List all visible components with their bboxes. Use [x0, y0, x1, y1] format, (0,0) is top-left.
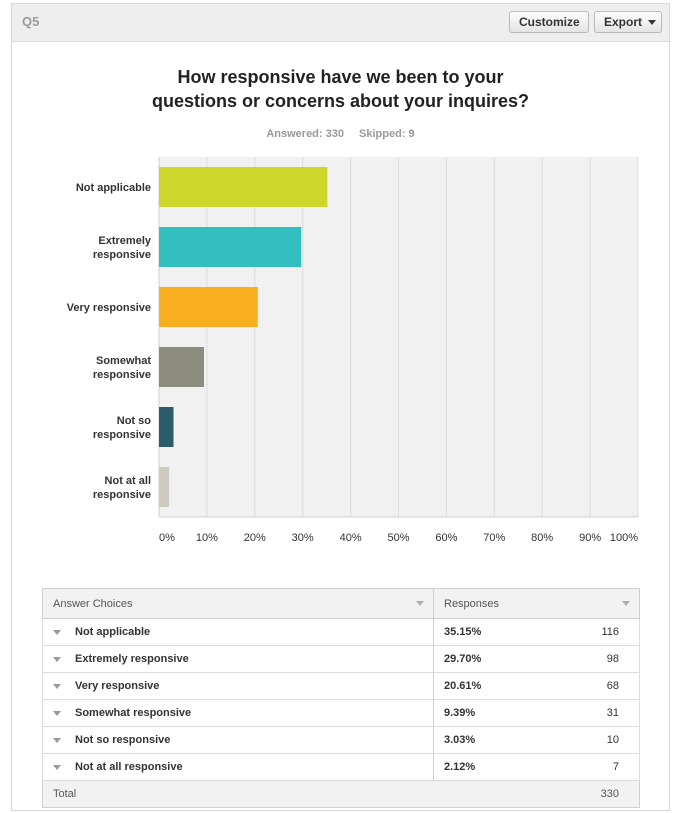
response-percent: 3.03%	[433, 726, 537, 754]
sort-arrow-icon	[622, 601, 630, 606]
category-label: responsive	[93, 489, 151, 501]
customize-button[interactable]: Customize	[509, 11, 589, 33]
answer-choice-cell[interactable]: Not at all responsive	[42, 753, 434, 781]
category-label: Somewhat	[96, 355, 151, 367]
answer-choice-cell[interactable]: Extremely responsive	[42, 645, 434, 673]
response-percent: 35.15%	[433, 618, 537, 646]
answered-count: Answered: 330	[266, 128, 344, 140]
category-label: responsive	[93, 369, 151, 381]
question-number: Q5	[22, 14, 40, 29]
category-label: responsive	[93, 249, 151, 261]
question-title-line1: How responsive have we been to your	[177, 67, 504, 87]
total-label: Total	[53, 788, 77, 800]
bar[interactable]	[159, 227, 302, 267]
answer-choice-label: Not so responsive	[75, 734, 171, 746]
response-percent: 20.61%	[433, 672, 537, 700]
x-tick-label: 60%	[435, 532, 457, 544]
table-header-row: Answer Choices Responses	[42, 588, 640, 619]
table-row: Not applicable 35.15% 116	[42, 618, 640, 646]
response-percent: 29.70%	[433, 645, 537, 673]
x-tick-label: 50%	[387, 532, 409, 544]
question-card: Q5 Customize Export How responsive have …	[11, 3, 670, 811]
answer-choice-label: Very responsive	[75, 680, 160, 692]
category-label: responsive	[93, 429, 151, 441]
responses-header[interactable]: Responses	[433, 588, 640, 619]
sort-arrow-icon	[416, 601, 424, 606]
card-header: Q5 Customize Export	[12, 4, 669, 42]
x-tick-label: 40%	[340, 532, 362, 544]
answer-table: Answer Choices Responses Not applicable 3…	[42, 588, 640, 808]
x-tick-label: 90%	[579, 532, 601, 544]
expand-arrow-icon[interactable]	[53, 683, 61, 689]
answer-choice-cell[interactable]: Somewhat responsive	[42, 699, 434, 727]
total-value: 330	[600, 788, 619, 800]
expand-arrow-icon[interactable]	[53, 764, 61, 770]
bar-chart: Not applicable Extremely responsive Very re…	[67, 157, 639, 544]
bar[interactable]	[159, 467, 170, 507]
x-tick-label: 0%	[159, 532, 175, 544]
expand-arrow-icon[interactable]	[53, 710, 61, 716]
response-count: 68	[536, 672, 640, 700]
answer-choice-label: Somewhat responsive	[75, 707, 192, 719]
x-tick-label: 70%	[483, 532, 505, 544]
category-label: Very responsive	[67, 302, 151, 314]
answer-choices-header[interactable]: Answer Choices	[42, 588, 434, 619]
expand-arrow-icon[interactable]	[53, 656, 61, 662]
total-row: Total 330	[42, 780, 640, 808]
response-stats: Answered: 330 Skipped: 9	[12, 128, 669, 140]
response-count: 10	[536, 726, 640, 754]
export-label: Export	[604, 15, 643, 29]
bar[interactable]	[159, 347, 204, 387]
answer-choice-label: Not applicable	[75, 626, 151, 638]
bar[interactable]	[159, 287, 258, 327]
category-label: Not at all	[105, 475, 151, 487]
question-title-line2: questions or concerns about your inquire…	[151, 91, 530, 111]
category-label: Not so	[117, 415, 152, 427]
skipped-count: Skipped: 9	[359, 128, 415, 140]
x-tick-label: 10%	[196, 532, 218, 544]
response-count: 116	[536, 618, 640, 646]
chevron-down-icon	[648, 20, 657, 26]
response-percent: 9.39%	[433, 699, 537, 727]
table-row: Not so responsive 3.03% 10	[42, 726, 640, 754]
response-count: 98	[536, 645, 640, 673]
answer-choice-label: Extremely responsive	[75, 653, 189, 665]
answer-choice-cell[interactable]: Very responsive	[42, 672, 434, 700]
response-percent: 2.12%	[433, 753, 537, 781]
expand-arrow-icon[interactable]	[53, 629, 61, 635]
table-row: Somewhat responsive 9.39% 31	[42, 699, 640, 727]
export-button[interactable]: Export	[594, 11, 662, 33]
x-tick-label: 100%	[610, 532, 638, 544]
x-tick-label: 30%	[292, 532, 314, 544]
question-title: How responsive have we been to your ques…	[12, 65, 669, 113]
x-tick-label: 20%	[244, 532, 266, 544]
table-row: Not at all responsive 2.12% 7	[42, 753, 640, 781]
answer-choice-label: Not at all responsive	[75, 761, 183, 773]
expand-arrow-icon[interactable]	[53, 737, 61, 743]
table-row: Extremely responsive 29.70% 98	[42, 645, 640, 673]
category-label: Extremely	[98, 235, 151, 247]
x-tick-label: 80%	[531, 532, 553, 544]
response-count: 7	[536, 753, 640, 781]
bar[interactable]	[159, 167, 328, 207]
answer-choice-cell[interactable]: Not applicable	[42, 618, 434, 646]
category-label: Not applicable	[76, 182, 151, 194]
bar[interactable]	[159, 407, 174, 447]
table-row: Very responsive 20.61% 68	[42, 672, 640, 700]
answer-choice-cell[interactable]: Not so responsive	[42, 726, 434, 754]
response-count: 31	[536, 699, 640, 727]
